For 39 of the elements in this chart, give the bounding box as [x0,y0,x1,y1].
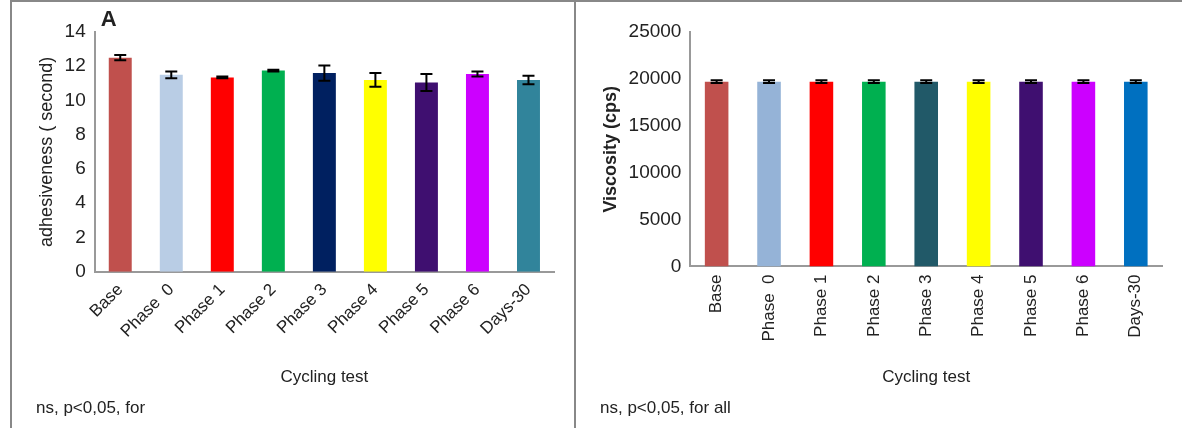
y-tick-label: 0 [670,254,682,276]
bar [414,82,438,272]
y-axis-title: Viscosity (cps) [599,85,620,213]
x-tick-label: Phase 6 [1073,274,1093,337]
x-tick-label: Phase 5 [1020,274,1040,337]
y-tick-label: 10 [64,88,86,110]
y-tick-label: 15000 [628,114,682,136]
bar [210,77,234,272]
bar [517,79,540,272]
x-tick-label: Phase 2 [863,274,883,337]
y-tick-label: 4 [75,191,87,213]
annotation: A [100,6,117,32]
x-tick-label: Days-30 [1125,274,1145,338]
y-tick-label: 5000 [639,207,682,229]
y-tick-label: 20000 [628,67,682,89]
y-tick-label: 2 [75,225,86,247]
bar [465,73,489,272]
bar [108,57,132,272]
bar [312,73,336,272]
text: ns, p<0,05, for all [600,398,731,418]
x-tick-label: Phase 3 [915,274,935,337]
y-tick-label: 8 [75,122,86,144]
text: ns, p<0,05, for [36,398,146,418]
x-tick-label: Base [706,274,726,314]
y-tick-label: 6 [75,157,86,179]
x-tick-label: Phase 1 [811,274,831,337]
x-tick-label: Phase 0 [758,274,778,342]
y-tick-label: 0 [75,259,86,281]
x-axis-title: Cycling test [280,367,369,387]
y-tick-label: 14 [64,20,87,42]
y-tick-label: 12 [64,54,86,76]
x-axis-title: Cycling test [882,367,971,387]
bar [261,70,285,272]
y-axis-title: adhesiveness ( second) [35,56,56,247]
x-tick-label: Phase 4 [968,274,988,337]
y-tick-label: 25000 [628,20,682,42]
bar [159,74,183,272]
y-tick-label: 10000 [628,160,682,182]
bar [363,79,387,272]
